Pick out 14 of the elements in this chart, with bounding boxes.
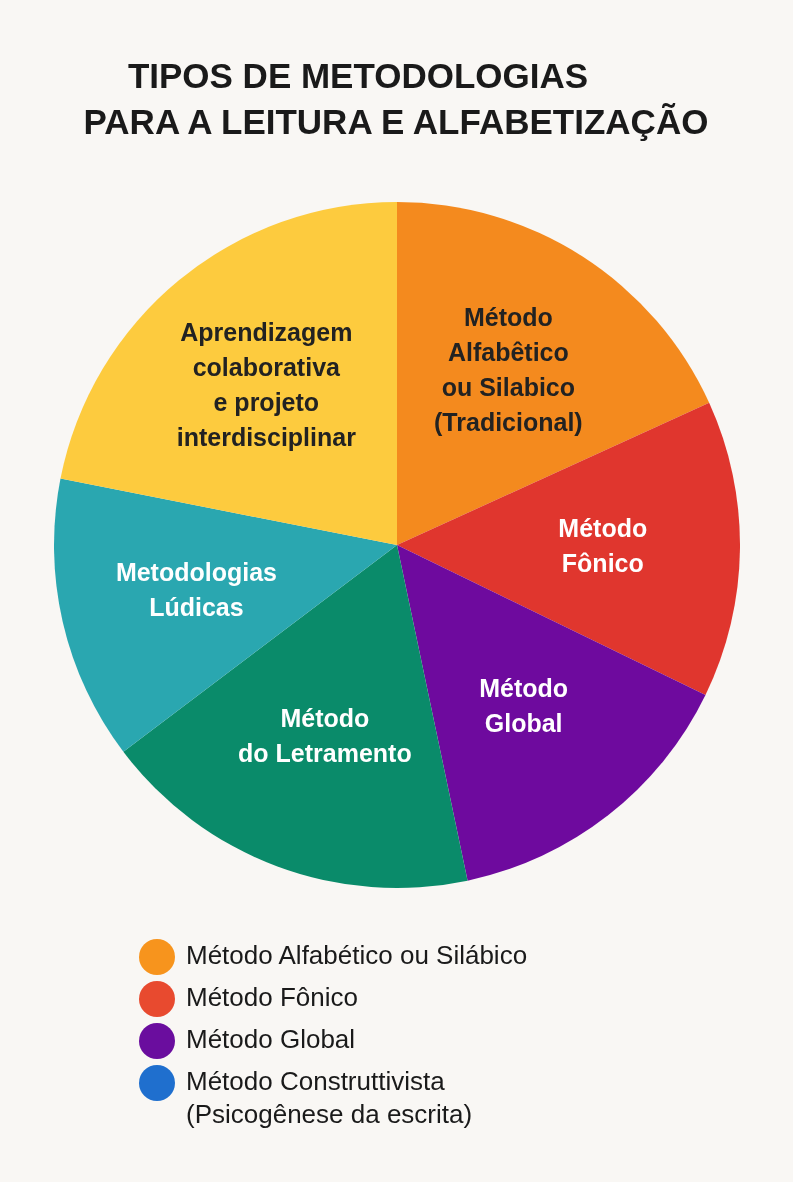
slice-label: Metodologias Lúdicas — [115, 557, 277, 621]
text: Método Alfabético ou Silábico — [186, 939, 528, 970]
slice-label: Método Fônico — [558, 513, 648, 577]
slice-label: Método Global — [479, 673, 569, 737]
chart-title: TIPOS DE METODOLOGIAS PARA A LEITURA E ALFABETIZAÇÃO — [83, 56, 709, 141]
slice-label: Método Alfabêtico ou Silabico (Tradicional) — [434, 303, 583, 437]
slice-label: Método do Letramento — [238, 703, 412, 767]
slice-label: Aprendizagem colaborativa e projeto interdisciplinar — [176, 317, 357, 451]
pie-slice — [397, 402, 740, 695]
pie-slice — [397, 202, 710, 545]
text: Método Global — [186, 1023, 356, 1054]
text: Método Fônico — [186, 981, 358, 1012]
pie-slice — [60, 202, 397, 545]
text: Método Construttivista (Psicogênese da escrita) — [186, 1065, 473, 1129]
